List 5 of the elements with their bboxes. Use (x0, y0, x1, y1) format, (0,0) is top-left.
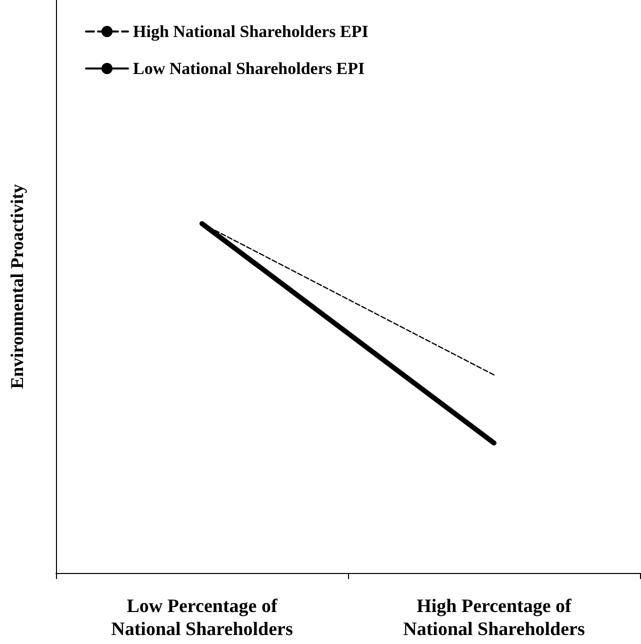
legend-label: High National Shareholders EPI (133, 22, 369, 41)
y-axis-title: Environmental Proactivity (7, 184, 27, 389)
x-tick-label: Low Percentage of National Shareholders (111, 596, 293, 640)
x-tick-label: High Percentage of National Shareholders (403, 596, 585, 640)
legend-label: Low National Shareholders EPI (133, 59, 365, 78)
